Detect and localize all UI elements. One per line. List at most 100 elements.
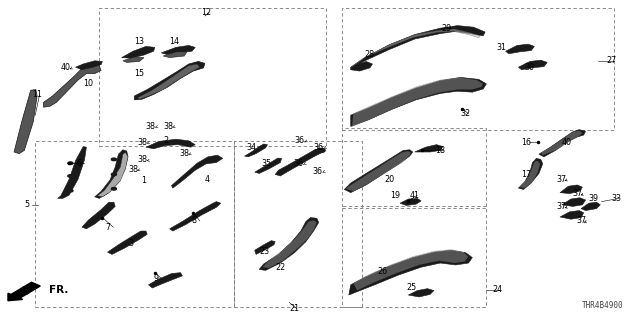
Polygon shape — [138, 64, 200, 99]
Text: 28: 28 — [365, 50, 375, 59]
Text: 38: 38 — [163, 122, 173, 131]
Text: 19: 19 — [390, 191, 401, 200]
Text: 24: 24 — [493, 285, 503, 294]
Text: THR4B4900: THR4B4900 — [582, 301, 624, 310]
Text: 20: 20 — [384, 175, 394, 184]
Polygon shape — [163, 52, 187, 58]
Text: 21: 21 — [289, 304, 300, 313]
Polygon shape — [518, 60, 547, 70]
Text: 41: 41 — [410, 191, 420, 200]
FancyArrow shape — [8, 282, 40, 301]
Text: 37: 37 — [576, 216, 586, 225]
Text: 18: 18 — [435, 146, 445, 155]
Text: 6: 6 — [77, 159, 82, 168]
Polygon shape — [255, 158, 282, 173]
Text: FR.: FR. — [49, 284, 68, 295]
Text: 40: 40 — [562, 138, 572, 147]
Polygon shape — [134, 61, 205, 100]
Polygon shape — [400, 198, 421, 205]
Polygon shape — [560, 211, 584, 219]
Text: 14: 14 — [170, 37, 180, 46]
Text: 12: 12 — [202, 8, 212, 17]
Circle shape — [111, 173, 116, 176]
Text: 30: 30 — [525, 63, 535, 72]
Text: 11: 11 — [32, 90, 42, 99]
Text: 38: 38 — [146, 122, 156, 131]
Polygon shape — [560, 185, 582, 194]
Text: 35: 35 — [261, 159, 271, 168]
Polygon shape — [541, 131, 582, 155]
Text: 39: 39 — [589, 194, 599, 203]
Circle shape — [68, 189, 73, 192]
Text: 4: 4 — [205, 175, 210, 184]
Circle shape — [68, 175, 73, 177]
Polygon shape — [581, 202, 600, 211]
Polygon shape — [259, 218, 319, 270]
Text: 36: 36 — [314, 143, 324, 152]
Circle shape — [111, 158, 116, 161]
Text: 8: 8 — [192, 216, 197, 225]
Polygon shape — [346, 151, 411, 191]
Bar — [342, 128, 486, 208]
Text: 15: 15 — [134, 69, 145, 78]
Text: 2: 2 — [163, 136, 168, 145]
Polygon shape — [108, 231, 147, 254]
Text: 38: 38 — [138, 156, 148, 164]
Polygon shape — [520, 161, 540, 188]
Polygon shape — [351, 77, 486, 126]
Text: 25: 25 — [406, 284, 417, 292]
Circle shape — [317, 148, 325, 152]
Polygon shape — [262, 220, 317, 268]
Polygon shape — [518, 158, 543, 189]
Text: 7: 7 — [106, 223, 111, 232]
Text: 37: 37 — [557, 202, 567, 211]
Text: 38: 38 — [138, 138, 148, 147]
Text: 22: 22 — [275, 263, 285, 272]
Polygon shape — [244, 144, 268, 157]
Bar — [234, 141, 362, 307]
Text: 37: 37 — [573, 189, 583, 198]
Polygon shape — [172, 155, 223, 188]
Bar — [342, 206, 486, 307]
Text: 40: 40 — [61, 63, 71, 72]
Text: 32: 32 — [461, 109, 471, 118]
Polygon shape — [146, 139, 195, 149]
Text: 38: 38 — [179, 149, 189, 158]
Polygon shape — [170, 202, 221, 231]
Text: 5: 5 — [24, 200, 29, 209]
Text: 26: 26 — [378, 268, 388, 276]
Polygon shape — [58, 147, 86, 198]
Polygon shape — [161, 45, 195, 54]
Polygon shape — [353, 250, 468, 291]
Polygon shape — [95, 150, 128, 198]
Polygon shape — [351, 26, 485, 70]
Text: 13: 13 — [134, 37, 145, 46]
Bar — [35, 141, 234, 307]
Text: 9: 9 — [154, 274, 159, 283]
Text: 31: 31 — [496, 44, 506, 52]
Text: 34: 34 — [246, 143, 257, 152]
Text: 29: 29 — [442, 24, 452, 33]
Polygon shape — [14, 90, 37, 154]
Text: 10: 10 — [83, 79, 93, 88]
Polygon shape — [351, 61, 372, 71]
Text: 37: 37 — [557, 175, 567, 184]
Polygon shape — [97, 152, 128, 197]
Circle shape — [111, 188, 116, 190]
Polygon shape — [82, 202, 115, 229]
Polygon shape — [275, 148, 323, 176]
Polygon shape — [562, 198, 586, 206]
Text: 23: 23 — [259, 247, 269, 256]
Polygon shape — [122, 46, 155, 58]
Polygon shape — [44, 64, 101, 107]
Text: 38: 38 — [128, 165, 138, 174]
Polygon shape — [76, 61, 102, 70]
Text: 3: 3 — [128, 239, 133, 248]
Text: 1: 1 — [141, 176, 146, 185]
Polygon shape — [352, 77, 483, 126]
Polygon shape — [415, 145, 443, 152]
Bar — [99, 8, 326, 146]
Text: 36: 36 — [293, 159, 303, 168]
Text: 36: 36 — [294, 136, 305, 145]
Polygon shape — [123, 57, 144, 62]
